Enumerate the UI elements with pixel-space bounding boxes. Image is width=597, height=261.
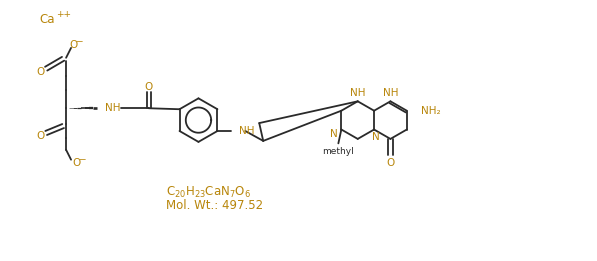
Text: O: O — [386, 158, 395, 168]
Text: NH: NH — [105, 103, 121, 113]
Text: O: O — [69, 40, 77, 50]
Text: NH: NH — [383, 88, 398, 98]
Text: NH: NH — [239, 126, 255, 136]
Text: −: − — [75, 37, 83, 45]
Text: Mol. Wt.: 497.52: Mol. Wt.: 497.52 — [165, 199, 263, 212]
Text: Ca: Ca — [39, 13, 55, 26]
Text: O: O — [36, 131, 44, 141]
Text: O: O — [144, 82, 153, 92]
Text: N: N — [330, 129, 337, 139]
Text: NH₂: NH₂ — [421, 106, 441, 116]
Text: ++: ++ — [56, 10, 71, 19]
Text: O: O — [72, 158, 80, 168]
Text: −: − — [78, 154, 86, 163]
Text: O: O — [36, 67, 44, 77]
Text: NH: NH — [350, 88, 365, 98]
Text: C$_{20}$H$_{23}$CaN$_7$O$_6$: C$_{20}$H$_{23}$CaN$_7$O$_6$ — [165, 185, 251, 199]
Text: methyl: methyl — [322, 147, 354, 156]
Text: N: N — [372, 132, 380, 143]
